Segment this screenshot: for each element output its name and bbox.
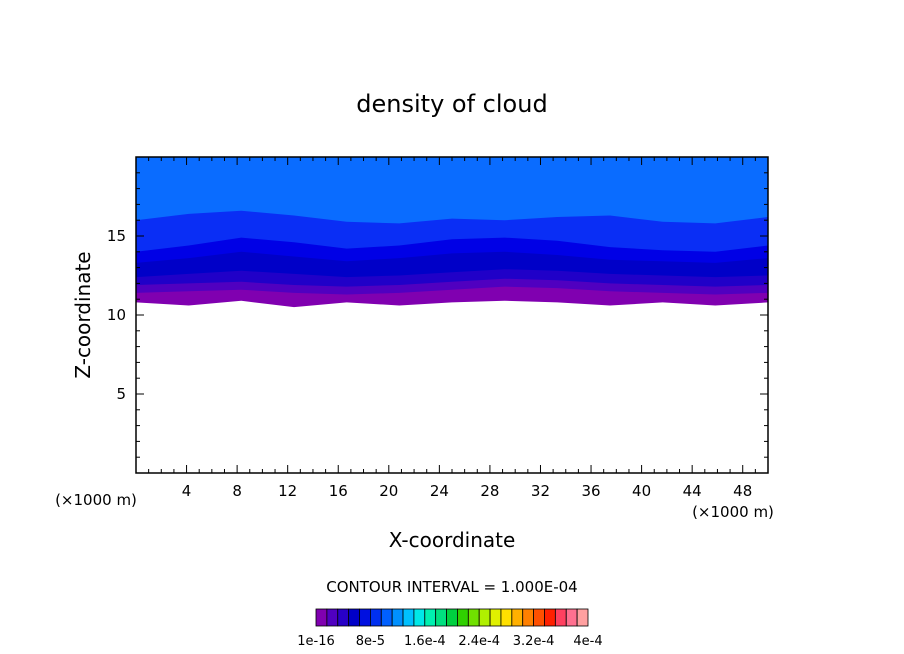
colorbar-swatch xyxy=(576,608,589,627)
x-tick-label: 40 xyxy=(632,482,651,500)
colorbar-swatch xyxy=(348,608,360,627)
colorbar-swatch xyxy=(565,608,578,627)
colorbar-swatch xyxy=(359,608,371,627)
colorbar-swatch xyxy=(511,608,524,627)
colorbar-swatch xyxy=(554,608,567,627)
colorbar-swatch xyxy=(435,608,447,627)
y-axis-ticks: 5 10 15 xyxy=(107,172,768,458)
x-tick-label: 48 xyxy=(733,482,752,500)
cloud-layer-top xyxy=(136,157,768,224)
colorbar-swatch xyxy=(478,608,491,627)
colorbar-swatch xyxy=(326,608,339,627)
x-tick-label: 16 xyxy=(329,482,348,500)
colorbar-label: 4e-4 xyxy=(573,634,602,649)
x-tick-label: 20 xyxy=(379,482,398,500)
colorbar-swatch xyxy=(380,608,393,627)
y-tick-label: 15 xyxy=(107,227,126,245)
x-axis-ticks: 4 8 12 16 20 24 28 32 36 40 44 48 xyxy=(148,157,756,500)
y-unit-label: (×1000 m) xyxy=(55,491,137,509)
x-tick-label: 44 xyxy=(683,482,702,500)
colorbar-swatch xyxy=(369,608,382,627)
x-tick-label: 32 xyxy=(531,482,550,500)
x-tick-label: 8 xyxy=(232,482,242,500)
contour-interval-label: CONTOUR INTERVAL = 1.000E-04 xyxy=(326,578,577,596)
x-axis-label: X-coordinate xyxy=(389,528,516,552)
x-tick-label: 12 xyxy=(278,482,297,500)
x-tick-label: 4 xyxy=(182,482,192,500)
colorbar-label: 8e-5 xyxy=(356,634,385,649)
x-tick-label: 24 xyxy=(430,482,449,500)
x-tick-label: 28 xyxy=(480,482,499,500)
colorbar-swatch xyxy=(424,608,437,627)
y-tick-label: 10 xyxy=(107,306,126,324)
x-unit-label: (×1000 m) xyxy=(692,503,774,521)
colorbar-labels: 1e-16 8e-5 1.6e-4 2.4e-4 3.2e-4 4e-4 xyxy=(297,634,602,649)
colorbar-swatch xyxy=(337,608,350,627)
colorbar-label: 1.6e-4 xyxy=(404,634,446,649)
colorbar-swatch xyxy=(446,608,458,627)
colorbar-swatch xyxy=(315,608,328,627)
colorbar-swatch xyxy=(402,608,415,627)
colorbar-swatch xyxy=(413,608,426,627)
colorbar-swatch xyxy=(391,608,404,627)
x-tick-label: 36 xyxy=(581,482,600,500)
contour-fill-area xyxy=(136,157,768,308)
colorbar-swatch xyxy=(500,608,513,627)
colorbar-label: 3.2e-4 xyxy=(513,634,555,649)
colorbar-label: 1e-16 xyxy=(297,634,335,649)
colorbar-swatch xyxy=(489,608,502,627)
colorbar-swatch xyxy=(533,608,545,627)
colorbar-swatch xyxy=(522,608,534,627)
chart-title: density of cloud xyxy=(356,90,547,118)
colorbar-swatch xyxy=(467,608,480,627)
y-tick-label: 5 xyxy=(116,385,126,403)
colorbar-swatch xyxy=(457,608,469,627)
colorbar xyxy=(315,608,589,627)
y-axis-label: Z-coordinate xyxy=(71,251,95,378)
colorbar-swatch xyxy=(544,608,556,627)
colorbar-label: 2.4e-4 xyxy=(458,634,500,649)
